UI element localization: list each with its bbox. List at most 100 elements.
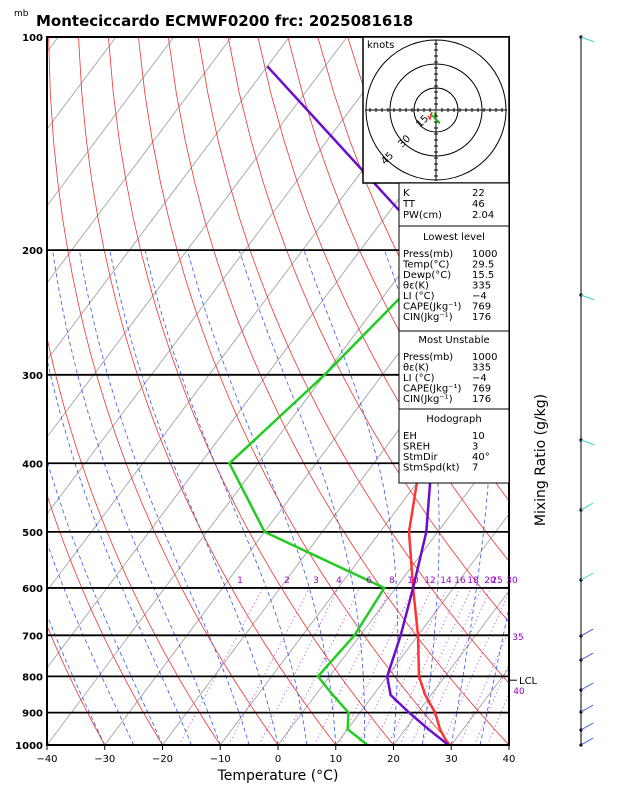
- isotherm: [104, 205, 509, 745]
- mixing-ratio-label: 10: [407, 576, 419, 586]
- moist-adiabat: [187, 249, 337, 745]
- moist-adiabat: [47, 458, 163, 745]
- mixing-ratio-label: 4: [336, 576, 342, 586]
- index-value: 769: [472, 302, 491, 313]
- temperature-tick-label: 30: [445, 754, 458, 765]
- mixing-ratio-label: 25: [491, 576, 502, 586]
- mixing-ratio-label: 12: [424, 576, 435, 586]
- hodograph: knots 15 30 45: [362, 36, 510, 184]
- mixing-ratio-label: 1: [237, 576, 243, 586]
- hodograph-trace: [429, 109, 441, 124]
- mixing-ratio-label: 6: [366, 576, 372, 586]
- pressure-tick-label: 500: [22, 528, 43, 539]
- mixing-ratio-line: [459, 628, 509, 745]
- index-label: Press(mb): [403, 249, 453, 260]
- dry-adiabat: [227, 37, 509, 623]
- index-value: 7: [472, 463, 478, 474]
- wind-barb: [580, 737, 594, 746]
- mixing-ratio-line: [357, 587, 433, 745]
- index-value: 10: [472, 431, 485, 442]
- temperature-tick-label: −20: [152, 754, 173, 765]
- mixing-ratio-line: [410, 587, 482, 745]
- mixing-ratio-line: [338, 587, 414, 745]
- profile-dewpoint: [227, 192, 509, 745]
- moist-adiabat: [52, 250, 221, 745]
- chart-title: Monteciccardo ECMWF0200 frc: 2025081618: [36, 12, 413, 30]
- dry-adiabat: [47, 493, 163, 745]
- index-label: StmSpd(kt): [403, 463, 460, 474]
- index-label: PW(cm): [403, 210, 442, 221]
- moist-adiabat: [109, 250, 279, 745]
- hodograph-trace-low: [427, 111, 433, 121]
- index-label: CAPE(Jkg⁻¹): [403, 384, 461, 395]
- wind-barb: [580, 722, 594, 731]
- hodograph-ring-30: [389, 63, 483, 157]
- temperature-tick-label: 20: [387, 754, 400, 765]
- section-header: Most Unstable: [418, 335, 489, 346]
- mixing-ratio-line: [399, 587, 472, 745]
- isotherm: [47, 37, 406, 515]
- mixing-ratio-line: [420, 587, 492, 745]
- dry-adiabat: [557, 37, 618, 745]
- index-label: StmDir: [403, 452, 438, 463]
- mixing-ratio-line: [387, 587, 461, 745]
- temperature-tick-label: 40: [503, 754, 516, 765]
- index-label: Dewp(°C): [403, 270, 451, 281]
- isotherm: [47, 37, 290, 361]
- temperature-axis: −40 −30 −20 −10 0 10 20 30 40: [36, 745, 515, 765]
- wind-profile: Mixing Ratio (g/kg): [533, 35, 595, 747]
- isotherm: [393, 590, 509, 745]
- wind-barb: [580, 502, 594, 511]
- pressure-tick-label: 100: [22, 33, 43, 44]
- wind-barb: [580, 439, 595, 446]
- index-value: 176: [472, 394, 491, 405]
- mixing-ratio-label: 3: [313, 576, 319, 586]
- wind-barb: [580, 572, 594, 581]
- wind-barb: [580, 682, 594, 691]
- mixing-ratio-label: 16: [454, 576, 466, 586]
- pressure-tick-label: 700: [22, 631, 43, 642]
- pressure-tick-label: 900: [22, 709, 43, 720]
- index-value: 769: [472, 384, 491, 395]
- pressure-unit-label: mb: [14, 9, 29, 19]
- index-label: CAPE(Jkg⁻¹): [403, 302, 461, 313]
- index-value: 176: [472, 312, 491, 323]
- temperature-tick-label: 10: [329, 754, 342, 765]
- mixing-ratio-label: 40: [513, 687, 525, 697]
- moist-adiabat: [450, 250, 493, 745]
- pressure-tick-label: 400: [22, 459, 43, 470]
- index-value: 46: [472, 199, 485, 210]
- dry-adiabat: [47, 336, 221, 745]
- dry-adiabat: [108, 37, 394, 745]
- index-value: 335: [472, 363, 491, 374]
- dry-adiabat: [287, 37, 509, 502]
- indices-frame: [398, 182, 510, 484]
- index-value: −4: [472, 291, 487, 302]
- moist-adiabat: [78, 250, 250, 745]
- mixing-ratio-line: [228, 587, 310, 745]
- moist-adiabat: [47, 357, 192, 745]
- wind-barb: [580, 704, 594, 713]
- wind-barb: [580, 294, 595, 301]
- mixing-ratio-line: [373, 587, 448, 745]
- pressure-tick-label: 200: [22, 246, 43, 257]
- pressure-tick-label: 600: [22, 584, 43, 595]
- index-value: 15.5: [472, 270, 494, 281]
- mixing-ratio-label: 35: [512, 633, 523, 643]
- isotherm: [508, 744, 509, 745]
- index-value: 2.04: [472, 210, 494, 221]
- mixing-ratio-label: 14: [440, 576, 452, 586]
- mixing-ratio-label: 20: [484, 576, 496, 586]
- isotherm: [277, 436, 509, 745]
- indices-table: K 22 TT 46 PW(cm) 2.04 Lowest level Press(mb) 10…: [398, 182, 510, 484]
- mixing-ratio-line: [441, 590, 509, 745]
- section-header: Lowest level: [423, 232, 485, 243]
- moist-adiabat: [508, 743, 509, 745]
- index-label: K: [403, 188, 410, 199]
- index-label: CIN(Jkg⁻¹): [403, 394, 453, 405]
- moist-adiabat: [479, 605, 509, 745]
- pressure-tick-label: 1000: [15, 741, 43, 752]
- wind-barb: [580, 628, 594, 637]
